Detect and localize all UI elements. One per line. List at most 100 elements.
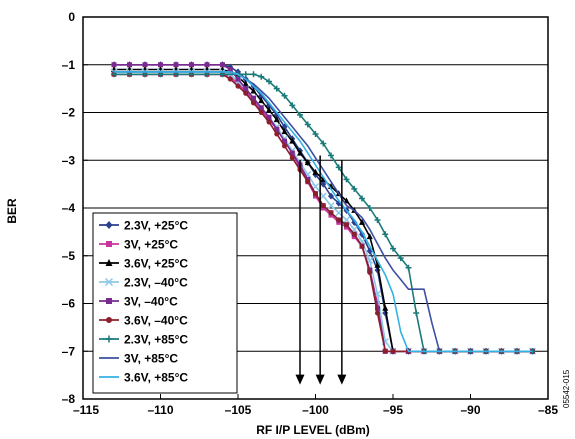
- legend-label: 3V, +25°C: [124, 238, 178, 252]
- data-point: [258, 105, 264, 111]
- data-point: [304, 159, 311, 166]
- data-point: [111, 62, 117, 68]
- legend-item: 3V, +25°C: [99, 238, 178, 252]
- y-tick-label: –2: [62, 106, 76, 120]
- data-point: [390, 245, 396, 252]
- threshold-arrows: [295, 155, 347, 385]
- data-point: [382, 304, 389, 311]
- legend-label: 2.3V, +25°C: [124, 219, 188, 233]
- data-point: [243, 86, 249, 92]
- data-point: [328, 210, 334, 216]
- data-point: [366, 233, 373, 240]
- data-point: [313, 191, 318, 197]
- data-point: [251, 95, 256, 101]
- data-point: [104, 277, 114, 287]
- data-point: [320, 140, 327, 147]
- data-point: [127, 62, 132, 68]
- data-point: [359, 243, 365, 249]
- data-point: [390, 348, 396, 354]
- data-point: [366, 205, 373, 211]
- legend-item: 3V, +85°C: [99, 352, 178, 366]
- data-point: [359, 218, 365, 225]
- data-point: [305, 179, 311, 185]
- data-point: [351, 231, 357, 237]
- data-point: [266, 106, 272, 113]
- data-point: [282, 138, 287, 144]
- data-point: [297, 149, 303, 156]
- data-point: [281, 128, 288, 135]
- legend-item: 2.3V, –40°C: [99, 276, 188, 290]
- data-point: [344, 222, 349, 228]
- y-tick-label: –5: [62, 249, 76, 263]
- legend-item: 3.6V, +25°C: [99, 257, 188, 271]
- data-point: [335, 209, 343, 217]
- data-point: [105, 259, 113, 266]
- data-point: [359, 195, 365, 202]
- data-point: [250, 87, 257, 94]
- data-point: [173, 62, 179, 68]
- data-point: [374, 261, 381, 268]
- data-point: [235, 83, 241, 89]
- data-point: [105, 221, 113, 229]
- data-point: [158, 62, 163, 68]
- legend-label: 3V, –40°C: [124, 295, 178, 309]
- y-axis-label: BER: [5, 198, 19, 224]
- data-point: [397, 255, 404, 262]
- legend-label: 3.6V, +85°C: [124, 371, 188, 385]
- legend-label: 3V, +85°C: [124, 352, 178, 366]
- data-point: [266, 119, 272, 125]
- data-point: [413, 310, 420, 317]
- data-point: [304, 121, 311, 128]
- legend-label: 2.3V, +85°C: [124, 333, 188, 347]
- data-point: [227, 76, 233, 82]
- data-point: [289, 150, 295, 156]
- legend: 2.3V, +25°C 3V, +25°C 3.6V, +25°C 2.3V, –40…: [92, 212, 238, 394]
- data-point: [266, 78, 272, 85]
- data-point: [375, 310, 380, 316]
- x-tick-label: –90: [460, 403, 480, 417]
- legend-label: 2.3V, –40°C: [124, 276, 188, 290]
- axis-ticks: –115 –110 –105 –100 –95 –90 –85 0 –1 –2 –3 –4 –5 –6 –7…: [62, 10, 559, 417]
- data-point: [382, 231, 389, 238]
- y-tick-label: 0: [68, 10, 75, 24]
- data-point: [375, 301, 380, 306]
- data-point: [242, 71, 249, 78]
- data-point: [374, 216, 381, 223]
- legend-item: 2.3V, +85°C: [99, 333, 188, 347]
- data-point: [273, 116, 280, 123]
- data-point: [312, 168, 319, 175]
- data-point: [274, 131, 280, 137]
- data-point: [319, 192, 327, 200]
- data-point: [227, 67, 233, 73]
- data-point: [273, 85, 280, 92]
- data-point: [335, 164, 342, 171]
- data-point: [189, 62, 194, 68]
- data-point: [266, 114, 272, 120]
- data-point: [106, 241, 112, 247]
- data-point: [220, 62, 225, 68]
- legend-item: 3.6V, +85°C: [99, 371, 188, 385]
- legend-item: 2.3V, +25°C: [99, 219, 188, 233]
- data-point: [289, 155, 295, 161]
- data-point: [243, 90, 249, 96]
- data-point: [382, 348, 388, 354]
- x-tick-label: –100: [302, 403, 329, 417]
- arrow-head: [337, 374, 347, 385]
- data-point: [251, 100, 256, 106]
- data-point: [235, 76, 241, 82]
- legend-item: 3V, –40°C: [99, 295, 178, 309]
- data-point: [258, 73, 265, 80]
- data-point: [320, 180, 327, 188]
- legend-label: 3.6V, –40°C: [124, 314, 188, 328]
- y-tick-label: –3: [62, 153, 76, 167]
- data-point: [367, 269, 373, 275]
- data-point: [343, 176, 350, 183]
- data-point: [289, 137, 296, 144]
- data-point: [142, 62, 148, 68]
- data-point: [258, 110, 264, 115]
- x-tick-label: –105: [225, 403, 252, 417]
- arrow-head: [315, 374, 325, 385]
- legend-box: [92, 212, 238, 394]
- y-tick-label: –8: [62, 392, 76, 406]
